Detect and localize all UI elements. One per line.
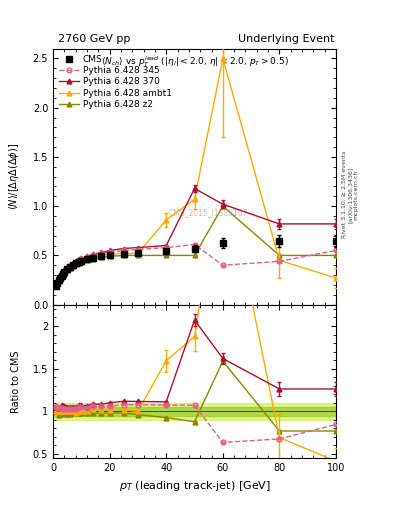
Legend: CMS, Pythia 6.428 345, Pythia 6.428 370, Pythia 6.428 ambt1, Pythia 6.428 z2: CMS, Pythia 6.428 345, Pythia 6.428 370,…: [57, 53, 174, 111]
Text: Rivet 3.1.10, ≥ 2.5M events: Rivet 3.1.10, ≥ 2.5M events: [342, 151, 347, 238]
Text: CMS_2015_I1385107: CMS_2015_I1385107: [169, 208, 249, 217]
Text: 2760 GeV pp: 2760 GeV pp: [58, 33, 130, 44]
Bar: [53, 403, 336, 420]
Y-axis label: $\langle N\rangle/[\Delta\eta\Delta(\Delta\phi)]$: $\langle N\rangle/[\Delta\eta\Delta(\Del…: [7, 143, 20, 210]
Text: Underlying Event: Underlying Event: [238, 33, 335, 44]
Text: [arXiv:1306.3436]: [arXiv:1306.3436]: [348, 166, 353, 223]
Text: $\langle N_{ch}\rangle$ vs $p_T^{lead}$ ($|\eta_l|<2.0$, $\eta|<2.0$, $p_T>0.5$): $\langle N_{ch}\rangle$ vs $p_T^{lead}$ …: [101, 54, 288, 69]
Text: mcplots.cern.ch: mcplots.cern.ch: [354, 169, 359, 220]
X-axis label: $p_T$ (leading track-jet) [GeV]: $p_T$ (leading track-jet) [GeV]: [119, 479, 270, 493]
Bar: [53, 407, 336, 416]
Y-axis label: Ratio to CMS: Ratio to CMS: [11, 350, 20, 413]
